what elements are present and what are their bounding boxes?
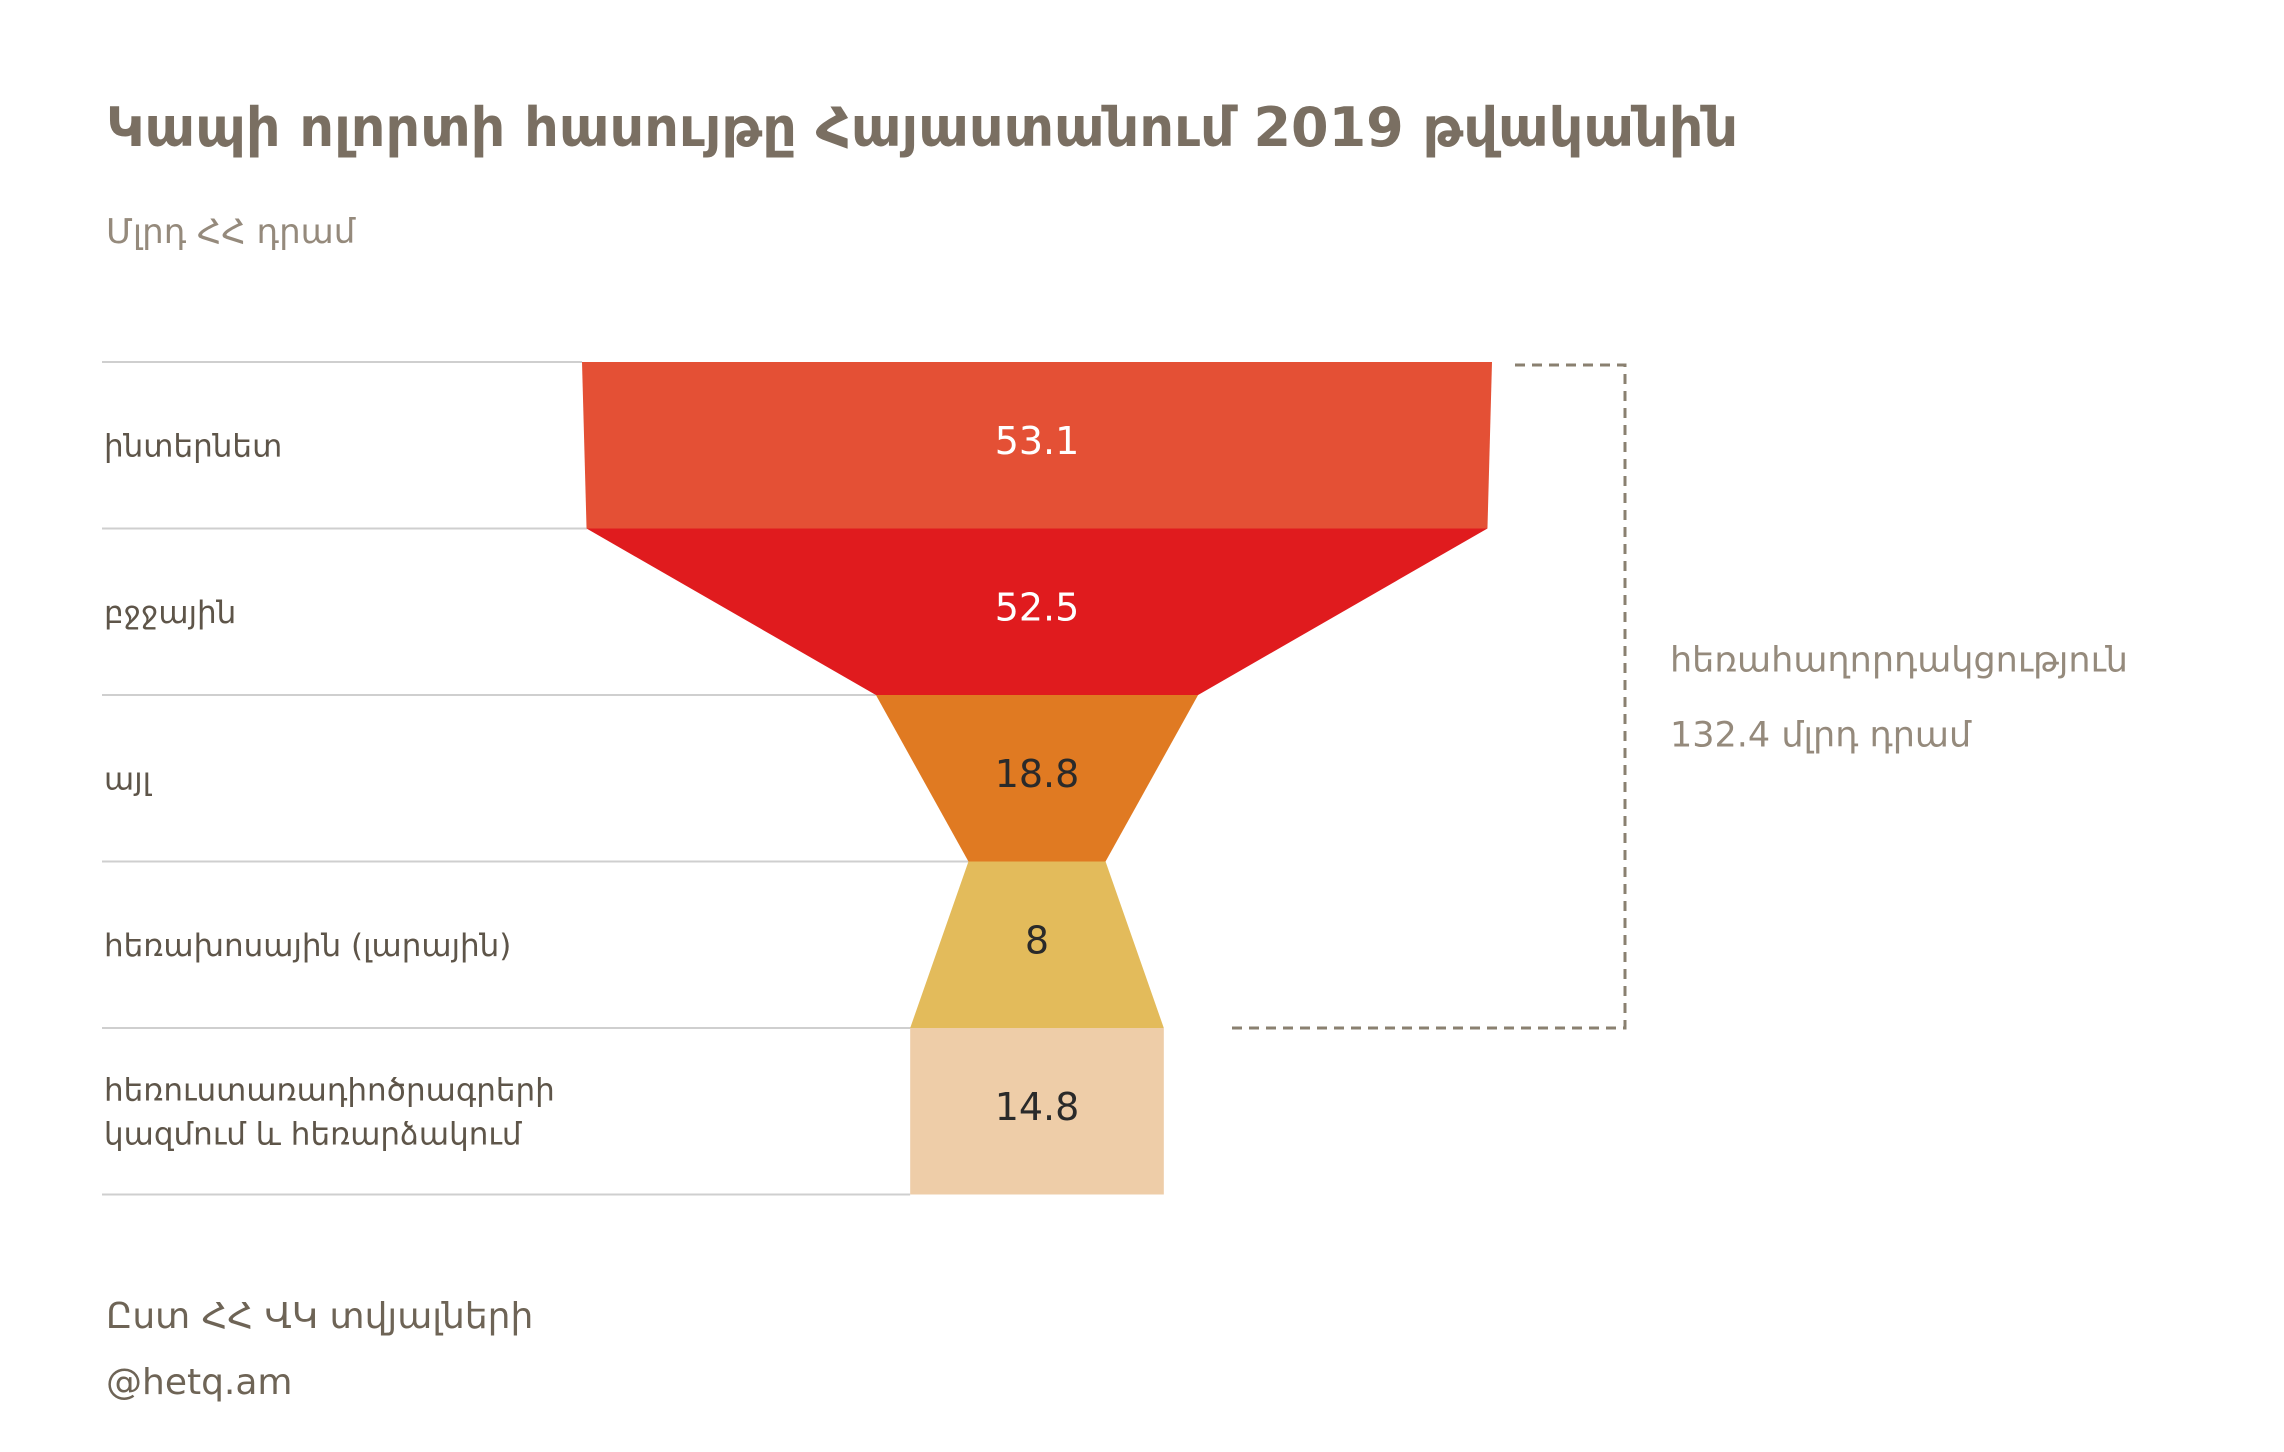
value-labels: 53.1 52.5 18.8 8 14.8 xyxy=(995,419,1080,1129)
value-label: 52.5 xyxy=(995,585,1080,629)
category-label: այլ xyxy=(104,761,153,797)
funnel-segment xyxy=(910,1028,1164,1195)
bracket-line xyxy=(1225,363,1627,1030)
chart-subtitle: Մլրդ ՀՀ դրամ xyxy=(106,212,356,252)
funnel-segment xyxy=(910,861,1164,1028)
category-label: ինտերնետ xyxy=(104,428,282,464)
category-label: բջջային xyxy=(104,595,236,631)
row-separators xyxy=(102,361,969,1196)
bracket-label: հեռահաղորդակցություն xyxy=(1670,641,2128,681)
credit-handle: @hetq.am xyxy=(106,1362,293,1403)
category-labels: ինտերնետ բջջային այլ հեռախոսային (լարային) հ… xyxy=(104,428,555,1152)
total-bracket: հեռահաղորդակցություն 132.4 մլրդ դրամ xyxy=(1225,363,2128,1030)
value-label: 8 xyxy=(1025,918,1049,962)
value-label: 14.8 xyxy=(995,1085,1080,1129)
value-label: 18.8 xyxy=(995,752,1080,796)
chart-title: Կապի ոլորտի հասույթը Հայաստանում 2019 թվ… xyxy=(106,96,1739,159)
funnel-segment xyxy=(586,528,1488,695)
funnel-segment xyxy=(875,695,1199,862)
category-label: հեռախոսային (լարային) xyxy=(104,928,511,964)
bracket-value: 132.4 մլրդ դրամ xyxy=(1670,716,1972,756)
category-label: հեռուստառադիոծրագրերի կազմում և հեռարձակո… xyxy=(104,1072,555,1152)
value-label: 53.1 xyxy=(995,419,1080,463)
funnel-segment xyxy=(582,362,1492,529)
source-note: Ըստ ՀՀ ՎԿ տվյալների xyxy=(106,1296,534,1337)
funnel-segments xyxy=(582,362,1492,1195)
